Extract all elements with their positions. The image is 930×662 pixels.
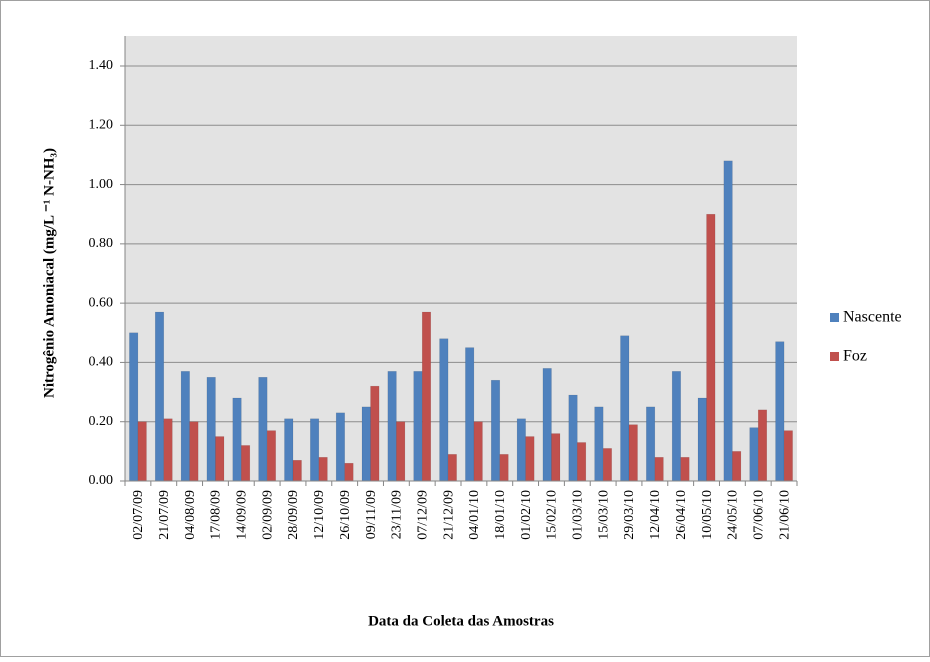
bar xyxy=(266,430,276,482)
y-tick-label: 0.40 xyxy=(89,355,114,370)
x-tick-label: 04/01/10 xyxy=(467,490,482,540)
x-tick-label: 24/05/10 xyxy=(726,490,741,540)
bar xyxy=(137,421,147,482)
x-tick-label: 04/08/09 xyxy=(183,490,198,540)
x-tick-label: 28/09/09 xyxy=(286,490,301,540)
bar xyxy=(732,451,742,482)
x-axis-label: Data da Coleta das Amostras xyxy=(368,613,554,629)
bar xyxy=(318,457,328,482)
bar xyxy=(189,421,199,482)
bar xyxy=(241,445,251,482)
bar xyxy=(258,377,268,482)
bar xyxy=(292,460,302,482)
bar xyxy=(620,335,630,482)
y-axis-label: Nitrogênio Amoniacal (mg/L ⁻¹ N-NH₃) xyxy=(41,148,57,398)
y-tick-label: 1.20 xyxy=(89,118,114,133)
y-tick-label: 0.00 xyxy=(89,473,114,488)
bar xyxy=(749,427,759,482)
bar xyxy=(370,385,380,482)
bar xyxy=(551,433,561,482)
y-tick-label: 0.20 xyxy=(89,414,114,429)
bar xyxy=(602,448,612,482)
x-tick-label: 26/10/09 xyxy=(338,490,353,540)
legend-swatch xyxy=(830,352,839,361)
bar xyxy=(525,436,535,482)
x-tick-label: 12/10/09 xyxy=(312,490,327,540)
bar xyxy=(361,406,371,482)
bar xyxy=(628,424,638,482)
x-tick-label: 12/04/10 xyxy=(648,490,663,540)
bar xyxy=(473,421,483,482)
bar xyxy=(671,371,681,482)
bar xyxy=(421,311,432,482)
bar xyxy=(577,442,587,482)
bar xyxy=(154,311,165,482)
x-tick-label: 07/12/09 xyxy=(415,490,430,540)
bar xyxy=(163,418,173,482)
bar xyxy=(232,397,242,482)
bar xyxy=(396,421,406,482)
x-tick-label: 07/06/10 xyxy=(751,490,766,540)
bar xyxy=(490,379,501,482)
y-tick-label: 0.80 xyxy=(89,236,114,251)
bar xyxy=(413,371,423,482)
x-tick-label: 15/02/10 xyxy=(545,490,560,540)
bar xyxy=(723,160,733,482)
bar xyxy=(757,409,768,482)
bar xyxy=(465,347,475,482)
y-tick-label: 1.40 xyxy=(89,58,114,73)
bar xyxy=(344,462,354,482)
x-tick-label: 29/03/10 xyxy=(622,490,637,540)
x-tick-label: 26/04/10 xyxy=(674,490,689,540)
bar xyxy=(706,213,716,482)
bar xyxy=(775,341,785,482)
x-tick-label: 17/08/09 xyxy=(209,490,224,540)
x-tick-label: 02/09/09 xyxy=(260,490,275,540)
bar xyxy=(447,454,457,482)
x-tick-label: 21/06/10 xyxy=(777,490,792,540)
y-tick-label: 0.60 xyxy=(89,295,114,310)
legend-swatch xyxy=(830,313,839,322)
x-tick-label: 18/01/10 xyxy=(493,490,508,540)
bar xyxy=(568,394,578,482)
x-tick-label: 01/02/10 xyxy=(519,490,534,540)
x-tick-label: 10/05/10 xyxy=(700,490,715,540)
bar xyxy=(310,418,320,482)
x-tick-label: 23/11/09 xyxy=(390,490,405,539)
bar xyxy=(335,412,345,482)
x-tick-label: 15/03/10 xyxy=(596,490,611,540)
x-tick-label: 21/12/09 xyxy=(441,490,456,540)
bar xyxy=(499,454,509,482)
x-tick-label: 21/07/09 xyxy=(157,490,172,540)
bar xyxy=(697,397,707,482)
bar xyxy=(783,430,793,482)
bar xyxy=(654,457,664,482)
legend-label: Foz xyxy=(843,348,867,365)
bar xyxy=(439,338,449,482)
x-tick-label: 09/11/09 xyxy=(364,490,379,539)
bar xyxy=(215,436,225,482)
bar xyxy=(206,377,216,482)
bar xyxy=(129,332,139,482)
x-tick-label: 01/03/10 xyxy=(571,490,586,540)
y-tick-label: 1.00 xyxy=(89,177,114,192)
bar xyxy=(542,368,552,482)
bar xyxy=(284,418,294,482)
legend-label: Nascente xyxy=(843,309,902,326)
bar xyxy=(646,406,656,482)
bar xyxy=(516,418,526,482)
plot-area xyxy=(125,36,797,481)
bar xyxy=(180,371,190,482)
bar xyxy=(594,406,604,482)
x-tick-label: 02/07/09 xyxy=(131,490,146,540)
bar xyxy=(680,457,690,482)
bar xyxy=(387,371,397,482)
x-tick-label: 14/09/09 xyxy=(235,490,250,540)
